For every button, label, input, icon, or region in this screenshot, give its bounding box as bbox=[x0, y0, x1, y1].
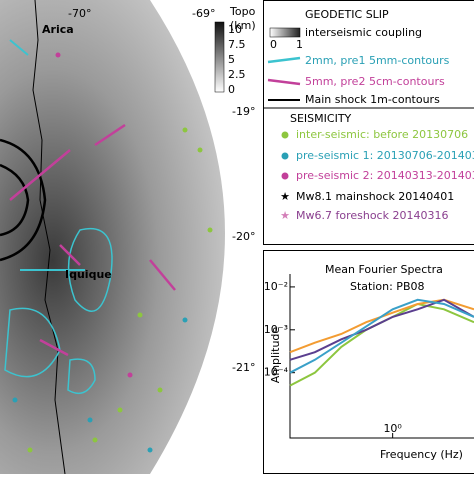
x-tick-label: 10⁰ bbox=[383, 422, 402, 435]
y-tick-label: 10⁻³ bbox=[264, 323, 288, 336]
legend-swatch: ★ bbox=[280, 190, 290, 203]
legend-label: 2mm, pre1 5mm-contours bbox=[305, 54, 450, 67]
legend-label: Mw6.7 foreshock 20140316 bbox=[296, 209, 448, 222]
topo-tick: 0 bbox=[228, 83, 235, 96]
legend-swatch bbox=[282, 173, 289, 180]
y-tick-label: 10⁻² bbox=[264, 280, 288, 293]
legend-label: interseismic coupling bbox=[305, 26, 422, 39]
legend-label: pre-seismic 1: 20130706-20140313 bbox=[296, 149, 474, 162]
legend-swatch bbox=[282, 132, 289, 139]
lat-label: -20° bbox=[232, 230, 255, 243]
coupling-swatch bbox=[270, 28, 300, 37]
legend-label: 5mm, pre2 5cm-contours bbox=[305, 75, 445, 88]
y-tick-label: 10⁻⁴ bbox=[264, 366, 289, 379]
coupling-tick: 0 bbox=[270, 38, 277, 51]
chart-subtitle: Station: PB08 bbox=[350, 280, 425, 293]
legend-title: GEODETIC SLIP bbox=[305, 8, 389, 21]
place-label: Arica bbox=[42, 23, 74, 36]
legend-label: Main shock 1m-contours bbox=[305, 93, 440, 106]
coupling-tick: 1 bbox=[296, 38, 303, 51]
lon-label: -70° bbox=[68, 7, 91, 20]
legend-title: SEISMICITY bbox=[290, 112, 352, 125]
x-axis-label: Frequency (Hz) bbox=[380, 448, 463, 461]
topo-tick: 10 bbox=[228, 23, 242, 36]
topo-title: Topo bbox=[229, 5, 256, 18]
place-label: Iquique bbox=[65, 268, 112, 281]
chart-title: Mean Fourier Spectra bbox=[325, 263, 443, 276]
legend-label: inter-seismic: before 20130706 bbox=[296, 128, 468, 141]
topo-colorbar bbox=[215, 22, 224, 92]
legend-swatch: ★ bbox=[280, 209, 290, 222]
map: Topo (km) 107.552.50 -70° -69° -19° -20°… bbox=[0, 0, 262, 474]
lat-label: -21° bbox=[232, 361, 255, 374]
lat-label: -19° bbox=[232, 105, 255, 118]
legend-swatch bbox=[282, 153, 289, 160]
legend-label: Mw8.1 mainshock 20140401 bbox=[296, 190, 454, 203]
lon-label: -69° bbox=[192, 7, 215, 20]
topo-tick: 2.5 bbox=[228, 68, 246, 81]
topo-tick: 5 bbox=[228, 53, 235, 66]
legend-label: pre-seismic 2: 20140313-20140316 bbox=[296, 169, 474, 182]
topo-tick: 7.5 bbox=[228, 38, 246, 51]
legend: GEODETIC SLIP interseismic coupling 0 1 … bbox=[263, 1, 474, 245]
